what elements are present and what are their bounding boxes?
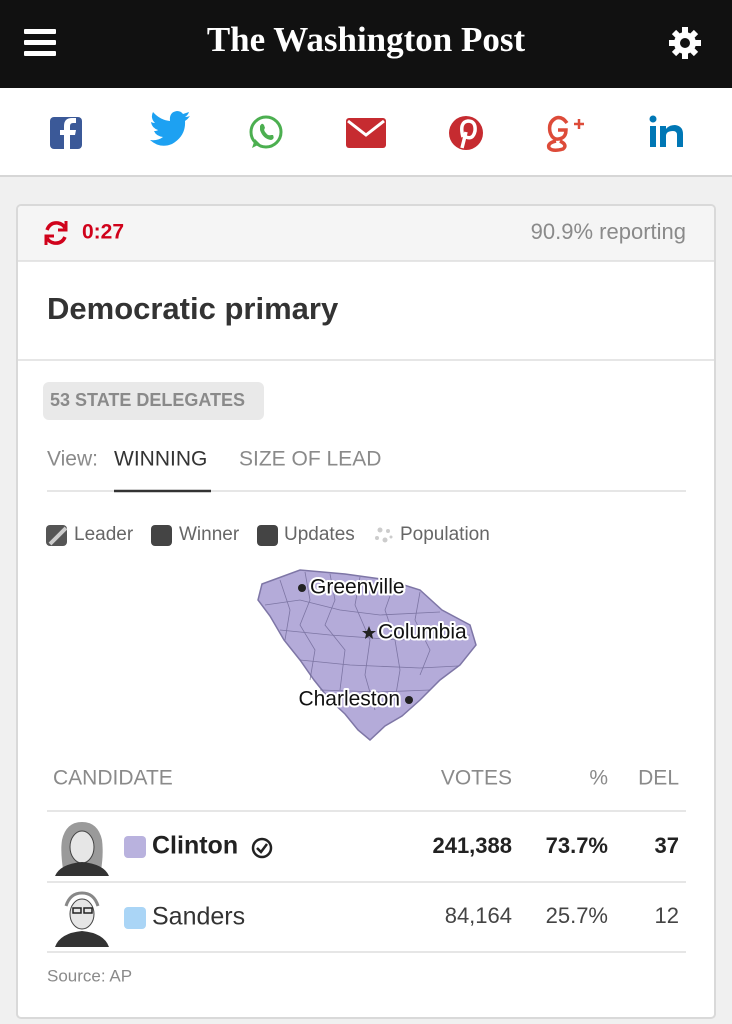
delegates-pill xyxy=(43,382,264,420)
column-header: % xyxy=(589,767,608,790)
source-note: Source: AP xyxy=(47,966,132,985)
legend-updates-swatch xyxy=(257,525,278,546)
column-header: VOTES xyxy=(441,767,512,790)
whatsapp-share[interactable] xyxy=(249,115,283,149)
linkedin-share[interactable] xyxy=(649,115,684,148)
view-tab[interactable]: SIZE OF LEAD xyxy=(239,448,381,471)
reporting: 90.9% reporting xyxy=(531,219,686,244)
view-tab[interactable]: WINNING xyxy=(114,448,207,471)
email-share[interactable] xyxy=(346,118,386,148)
votes: 241,388 xyxy=(432,833,512,858)
legend-label: Leader xyxy=(74,524,134,545)
googleplus-share[interactable] xyxy=(546,115,584,153)
race-title: Democratic primary xyxy=(47,291,339,326)
delegates: 53 STATE DELEGATES xyxy=(50,390,245,410)
legend-label: Updates xyxy=(284,524,355,545)
facebook-share[interactable] xyxy=(50,117,82,149)
candidate-photo xyxy=(53,819,110,876)
candidate-swatch xyxy=(124,907,146,929)
map-city-label: Columbia xyxy=(378,621,467,644)
candidate-photo xyxy=(53,890,110,947)
votes: 84,164 xyxy=(445,903,512,928)
top-bar xyxy=(0,0,732,88)
column-header: DEL xyxy=(638,767,679,790)
menu-button[interactable] xyxy=(24,29,56,56)
site-title[interactable]: The Washington Post xyxy=(207,20,526,59)
candidate-swatch xyxy=(124,836,146,858)
percent: 73.7% xyxy=(546,833,608,858)
legend-leader-swatch xyxy=(46,525,68,546)
candidate-name: Sanders xyxy=(152,903,245,931)
legend-label: Population xyxy=(400,524,490,545)
settings-button[interactable] xyxy=(669,27,701,59)
state-map xyxy=(257,569,477,741)
pinterest-share[interactable] xyxy=(449,116,483,150)
status-bar xyxy=(18,206,714,261)
legend-winner-swatch xyxy=(151,525,172,546)
delegates-won: 12 xyxy=(655,903,679,928)
candidate-name: Clinton xyxy=(152,832,238,860)
map-city-label: Charleston xyxy=(298,688,400,711)
refresh-icon[interactable] xyxy=(44,221,68,245)
percent: 25.7% xyxy=(546,903,608,928)
delegates-won: 37 xyxy=(655,833,679,858)
view-label: View: xyxy=(47,448,98,471)
legend-label: Winner xyxy=(179,524,240,545)
refresh-timer: 0:27 xyxy=(82,221,124,244)
column-header: CANDIDATE xyxy=(53,767,173,790)
twitter-share[interactable] xyxy=(150,111,190,146)
map-city-label: Greenville xyxy=(310,576,405,599)
winner-check xyxy=(251,837,273,859)
legend-population-swatch xyxy=(375,527,393,543)
